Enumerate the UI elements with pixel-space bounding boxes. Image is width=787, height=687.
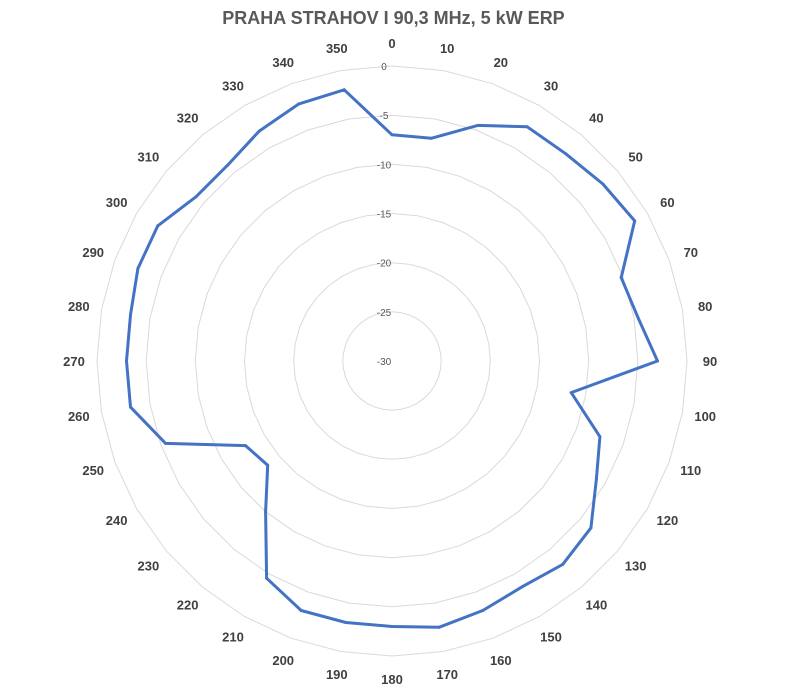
angle-label: 210 — [222, 629, 244, 644]
angle-label: 120 — [657, 513, 679, 528]
data-point — [525, 125, 529, 129]
data-point — [266, 463, 270, 467]
radial-tick-label: -15 — [377, 210, 392, 221]
angle-label: 130 — [625, 558, 647, 573]
data-point — [589, 526, 593, 530]
angle-label: 290 — [82, 245, 104, 260]
data-point — [264, 510, 268, 514]
angle-label: 320 — [177, 110, 199, 125]
angle-label: 110 — [680, 463, 701, 478]
angle-label: 90 — [703, 354, 717, 369]
angle-label: 190 — [326, 667, 348, 682]
angle-label: 220 — [177, 598, 199, 613]
data-point — [594, 477, 598, 481]
angle-labels: 0 10 20 30 40 50 60 70 80 90 100 110 120 130 140 150 160… — [63, 36, 717, 687]
series-layer — [125, 88, 659, 629]
angle-label: 300 — [106, 195, 128, 210]
angle-label: 240 — [106, 513, 128, 528]
angle-label: 160 — [490, 653, 512, 668]
angle-label: 270 — [63, 354, 85, 369]
data-point — [390, 133, 394, 137]
radial-tick-label: 0 — [381, 62, 387, 73]
series-line — [125, 88, 659, 629]
data-point — [164, 441, 168, 445]
angle-label: 70 — [684, 245, 698, 260]
data-point — [257, 129, 261, 133]
angle-label: 310 — [138, 150, 160, 165]
angle-label: 260 — [68, 409, 90, 424]
angle-label: 80 — [698, 299, 712, 314]
angle-label: 150 — [540, 629, 562, 644]
data-point — [136, 267, 140, 270]
data-point — [437, 625, 441, 629]
data-point — [481, 609, 485, 612]
angle-label: 230 — [138, 558, 160, 573]
data-point — [601, 182, 605, 186]
angle-label: 10 — [440, 41, 454, 56]
radial-tick-label: -25 — [377, 308, 392, 319]
data-point — [299, 609, 303, 612]
data-point — [656, 359, 659, 363]
grid-ring — [243, 212, 541, 510]
radial-labels: 0 -5 -10 -15 -20 -25 -30 — [377, 62, 392, 368]
chart-title: PRAHA STRAHOV I 90,3 MHz, 5 kW ERP — [222, 8, 565, 28]
angle-label: 280 — [68, 299, 90, 314]
data-point — [633, 219, 637, 223]
angle-label: 140 — [586, 598, 608, 613]
radial-tick-label: -30 — [377, 357, 392, 368]
data-point — [342, 88, 346, 92]
angle-label: 60 — [660, 195, 674, 210]
angle-label: 40 — [589, 110, 603, 125]
angle-label: 330 — [222, 79, 244, 94]
angle-label: 250 — [82, 463, 104, 478]
data-point — [564, 152, 568, 156]
data-point — [598, 435, 602, 439]
data-point — [390, 625, 394, 628]
data-point — [476, 123, 480, 127]
data-point — [561, 562, 565, 566]
angle-label: 0 — [388, 36, 395, 51]
grid-ring — [342, 311, 442, 411]
data-point — [129, 313, 132, 317]
angle-label: 50 — [628, 150, 642, 165]
data-point — [244, 444, 247, 448]
grid-ring — [293, 262, 491, 460]
grid-layer — [96, 65, 688, 657]
angle-label: 180 — [381, 672, 403, 687]
data-point — [636, 316, 640, 320]
grid-ring — [145, 114, 639, 608]
radial-tick-label: -20 — [377, 259, 392, 270]
data-point — [129, 405, 132, 409]
angle-label: 170 — [436, 667, 458, 682]
angle-label: 350 — [326, 41, 348, 56]
data-point — [125, 359, 128, 363]
data-point — [226, 163, 230, 167]
data-point — [194, 195, 198, 199]
data-point — [619, 276, 623, 280]
data-point — [520, 585, 524, 589]
data-point — [265, 576, 269, 580]
angle-label: 100 — [694, 409, 716, 424]
angle-label: 20 — [494, 55, 508, 70]
data-point — [156, 224, 160, 228]
grid-ring — [194, 163, 590, 559]
angle-label: 340 — [272, 55, 294, 70]
data-point — [297, 102, 300, 106]
angle-label: 200 — [272, 653, 294, 668]
radial-tick-label: -10 — [377, 160, 392, 171]
angle-label: 30 — [544, 79, 558, 94]
data-point — [344, 621, 348, 624]
grid-ring — [96, 65, 688, 657]
data-point — [429, 136, 433, 140]
radial-tick-label: -5 — [380, 111, 389, 122]
data-point — [569, 391, 573, 395]
